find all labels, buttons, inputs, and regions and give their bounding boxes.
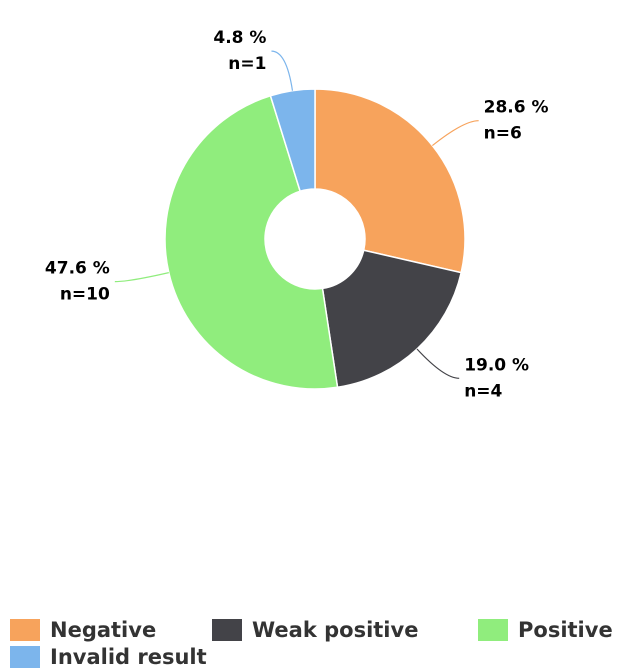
leader-line — [416, 348, 460, 379]
legend-swatch — [10, 646, 40, 668]
legend-label: Invalid result — [50, 645, 207, 669]
slice — [321, 249, 463, 389]
legend-swatch — [10, 619, 40, 641]
slice — [164, 94, 339, 390]
count-label: n=1 — [228, 54, 266, 74]
count-label: n=4 — [464, 381, 502, 401]
legend-label: Positive — [518, 618, 613, 642]
count-label: n=6 — [484, 124, 522, 144]
data-label: 47.6 % — [45, 259, 110, 279]
legend-swatch — [478, 619, 508, 641]
count-label: n=10 — [60, 285, 110, 305]
leader-line — [114, 272, 169, 283]
legend-label: Negative — [50, 618, 156, 642]
data-label: 19.0 % — [464, 355, 529, 375]
legend-swatch — [212, 619, 242, 641]
legend-label: Weak positive — [252, 618, 418, 642]
data-label: 4.8 % — [213, 28, 266, 48]
leader-line — [271, 50, 294, 91]
data-label: 28.6 % — [484, 98, 549, 118]
slice — [314, 88, 466, 274]
slice — [269, 88, 316, 193]
leader-line — [431, 120, 479, 147]
